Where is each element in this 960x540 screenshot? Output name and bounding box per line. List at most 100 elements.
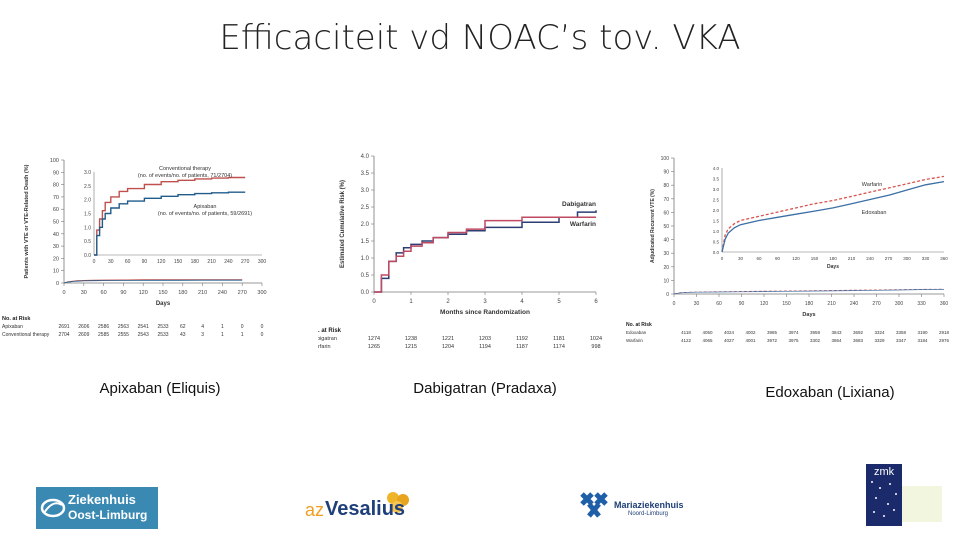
edox-inset-x-tick-label: 60 xyxy=(756,256,762,261)
edox-y-tick-label: 40 xyxy=(663,238,669,244)
dabi-y-tick-label: 3.0 xyxy=(361,188,370,194)
apix-y-tick-label: 40 xyxy=(53,232,59,238)
dabi-x-tick-label: 0 xyxy=(372,299,376,305)
edox-risk-cell: 3190 xyxy=(917,330,928,335)
apix-annotation: Apixaban xyxy=(194,204,217,210)
zmk-name: zmk xyxy=(874,466,895,478)
vesalius-emblem-icon xyxy=(387,492,409,513)
edox-inset-x-tick-label: 270 xyxy=(885,256,893,261)
edox-risk-cell: 4001 xyxy=(745,338,756,343)
dabi-warfarin-line xyxy=(374,216,596,293)
vesalius-prefix: az xyxy=(305,500,325,520)
dabi-y-axis-label: Estimated Cumulative Risk (%) xyxy=(340,180,346,268)
dabi-x-tick-label: 6 xyxy=(594,299,598,305)
apix-inset-y-tick-label: 0.5 xyxy=(84,239,91,245)
apix-inset-x-tick-label: 300 xyxy=(258,259,267,265)
apix-risk-cell: 2563 xyxy=(118,324,129,330)
edox-inset-x-tick-label: 240 xyxy=(866,256,874,261)
dabi-risk-cell: 1187 xyxy=(516,344,528,350)
apix-inset-x-tick-label: 120 xyxy=(157,259,166,265)
edox-risk-row-label: Warfarin xyxy=(626,338,643,343)
apix-y-tick-label: 30 xyxy=(53,244,59,250)
edox-risk-header: No. at Risk xyxy=(626,322,652,328)
edox-x-axis-label: Days xyxy=(802,312,815,318)
dabi-risk-cell: 998 xyxy=(591,344,600,350)
apix-inset-y-tick-label: 0.0 xyxy=(84,253,91,259)
edox-inset-x-tick-label: 30 xyxy=(738,256,744,261)
apix-risk-cell: 2543 xyxy=(138,332,149,338)
dabi-risk-cell: 1238 xyxy=(405,336,417,342)
edox-risk-row-label: Edoxaban xyxy=(626,330,647,335)
dabi-risk-cell: 1203 xyxy=(479,336,491,342)
edox-inset-y-tick-label: 0.0 xyxy=(713,250,720,255)
apix-risk-cell: 2533 xyxy=(157,332,168,338)
apix-x-tick-label: 30 xyxy=(81,290,87,296)
dabi-x-tick-label: 2 xyxy=(446,299,450,305)
zmk-stars-icon xyxy=(871,481,897,517)
dabi-risk-cell: 1265 xyxy=(368,344,380,350)
apix-x-tick-label: 150 xyxy=(158,290,167,296)
dabi-x-axis-label: Months since Randomization xyxy=(440,309,530,316)
edox-x-tick-label: 0 xyxy=(673,301,676,307)
apix-risk-cell: 0 xyxy=(241,324,244,330)
edox-y-tick-label: 90 xyxy=(663,170,669,176)
dabi-legend-dabigatran: Dabigatran xyxy=(562,201,596,208)
apix-risk-header: No. at Risk xyxy=(2,316,31,322)
edox-x-tick-label: 150 xyxy=(782,301,791,307)
edox-risk-cell: 4122 xyxy=(681,338,692,343)
edox-inset-y-tick-label: 4.0 xyxy=(713,166,720,171)
edox-risk-cell: 3959 xyxy=(810,330,821,335)
edox-risk-cell: 4065 xyxy=(702,338,713,343)
edox-risk-cell: 4027 xyxy=(724,338,735,343)
vesalius-logo: az Vesalius xyxy=(305,490,415,524)
dabi-risk-cell: 1181 xyxy=(553,336,565,342)
edox-x-tick-label: 90 xyxy=(739,301,745,307)
dabi-risk-cell: 1221 xyxy=(442,336,454,342)
apix-x-tick-label: 240 xyxy=(218,290,227,296)
dabi-x-tick-label: 3 xyxy=(483,299,487,305)
apix-risk-cell: 2691 xyxy=(58,324,69,330)
apix-inset-y-tick-label: 3.0 xyxy=(84,170,91,176)
edox-inset-y-tick-label: 1.5 xyxy=(713,219,720,224)
apix-risk-cell: 2533 xyxy=(157,324,168,330)
edox-y-tick-label: 60 xyxy=(663,210,669,216)
apix-risk-cell: 1 xyxy=(221,324,224,330)
edox-risk-cell: 3302 xyxy=(810,338,821,343)
apix-inset-x-tick-label: 210 xyxy=(207,259,216,265)
apix-inset-y-tick-label: 2.5 xyxy=(84,184,91,190)
dabi-y-tick-label: 1.0 xyxy=(361,256,370,262)
dabi-y-tick-label: 0.5 xyxy=(361,273,370,279)
edox-x-tick-label: 180 xyxy=(805,301,814,307)
edox-inset-x-tick-label: 150 xyxy=(811,256,819,261)
edox-risk-cell: 3358 xyxy=(896,330,907,335)
apix-y-tick-label: 10 xyxy=(53,269,59,275)
edox-warfarin-line xyxy=(721,175,945,253)
dabi-x-tick-label: 1 xyxy=(409,299,413,305)
apix-inset-y-tick-label: 1.5 xyxy=(84,212,91,218)
edox-x-tick-label: 360 xyxy=(940,301,949,307)
edox-y-tick-label: 10 xyxy=(663,278,669,284)
edox-legend-warfarin: Warfarin xyxy=(862,182,883,188)
edox-inset-y-tick-label: 2.0 xyxy=(713,208,720,213)
apix-risk-cell: 1 xyxy=(221,332,224,338)
edox-edoxaban-line xyxy=(721,180,945,253)
apix-risk-cell: 62 xyxy=(180,324,186,330)
apix-y-tick-label: 50 xyxy=(53,220,59,226)
edox-inset-y-tick-label: 3.0 xyxy=(713,187,720,192)
edox-risk-cell: 4118 xyxy=(681,330,691,335)
apix-risk-cell: 2704 xyxy=(58,332,69,338)
apix-risk-cell: 2585 xyxy=(98,332,109,338)
apix-annotation: (no. of events/no. of patients, 71/2704) xyxy=(138,173,232,179)
edox-inset-x-tick-label: 300 xyxy=(903,256,911,261)
edox-risk-cell: 2918 xyxy=(939,330,950,335)
dabi-risk-cell: 1215 xyxy=(405,344,417,350)
apix-inset-x-tick-label: 180 xyxy=(191,259,200,265)
edox-y-tick-label: 100 xyxy=(661,156,670,162)
vesalius-name: Vesalius xyxy=(325,498,406,520)
apix-risk-cell: 2555 xyxy=(118,332,129,338)
apix-x-tick-label: 180 xyxy=(178,290,187,296)
dabi-risk-cell: 1204 xyxy=(442,344,454,350)
edox-x-tick-label: 30 xyxy=(694,301,700,307)
apix-main-apixaban-line xyxy=(63,279,243,284)
